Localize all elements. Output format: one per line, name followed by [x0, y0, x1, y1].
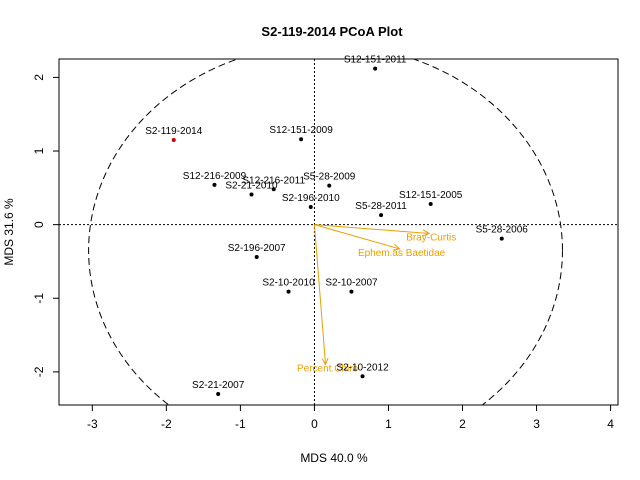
data-point-label: S12-151-2011 — [344, 55, 407, 66]
vector-arrowhead — [422, 229, 431, 237]
x-tick-label: -2 — [161, 417, 172, 431]
data-point — [379, 213, 384, 218]
data-point-label: S2-21-2007 — [192, 380, 245, 391]
data-point — [499, 236, 504, 241]
data-point — [327, 183, 332, 188]
x-tick-label: 1 — [385, 417, 392, 431]
data-point-label: S12-151-2009 — [269, 125, 333, 136]
chart-title: S2-119-2014 PCoA Plot — [261, 24, 403, 39]
data-point — [428, 202, 433, 207]
y-tick-label: -1 — [32, 293, 46, 304]
plot-frame — [58, 58, 619, 406]
data-point-label: S2-10-2007 — [325, 278, 378, 289]
data-point-label: S2-21-2010 — [225, 180, 278, 191]
data-point — [249, 192, 254, 197]
data-point-label: S12-151-2005 — [399, 190, 463, 201]
data-point — [286, 289, 291, 294]
data-point — [171, 137, 176, 142]
data-point — [254, 255, 259, 260]
x-tick-label: -1 — [235, 417, 246, 431]
data-point — [349, 289, 354, 294]
y-tick-label: -2 — [32, 366, 46, 377]
vector-label: Percent.Chiro — [297, 364, 359, 375]
data-points: S12-151-2011 S2-119-2014 S12-151-2009 S12-2… — [145, 55, 528, 396]
x-tick-label: 3 — [533, 417, 540, 431]
data-point-label: S2-10-2012 — [336, 362, 389, 373]
vector-arrows: Bray-Curtis Ephem.as Baetidae Percent.Chir… — [297, 224, 456, 375]
reference-lines — [59, 59, 618, 405]
data-point-label: S2-196-2007 — [228, 243, 286, 254]
y-tick-label: 2 — [32, 74, 46, 81]
data-point — [271, 187, 276, 192]
y-tick-label: 1 — [32, 147, 46, 154]
x-axis-ticks: -3 -2 -1 0 1 2 3 4 — [87, 405, 614, 431]
data-point-label: S5-28-2006 — [476, 225, 529, 236]
data-point-label: S2-119-2014 — [145, 126, 203, 137]
data-point-label: S5-28-2009 — [303, 172, 356, 183]
vector-arrow — [314, 224, 430, 234]
data-point-label: S2-196-2010 — [282, 193, 340, 204]
x-tick-label: 4 — [607, 417, 614, 431]
data-point — [212, 182, 217, 187]
data-point — [360, 374, 365, 379]
vector-arrow — [313, 224, 327, 365]
data-point — [373, 66, 378, 71]
data-point — [308, 204, 313, 209]
data-point — [216, 391, 221, 396]
x-tick-label: -3 — [87, 417, 98, 431]
vector-label: Bray-Curtis — [406, 232, 456, 243]
data-point-label: S12-216-2009 — [183, 171, 247, 182]
data-point-label: S12-216-2011 — [242, 175, 305, 186]
vector-arrow — [314, 224, 400, 250]
vector-arrowhead — [321, 357, 329, 366]
confidence-ellipse — [88, 59, 563, 405]
x-axis-label: MDS 40.0 % — [300, 451, 368, 465]
data-point — [299, 137, 304, 142]
x-tick-label: 0 — [311, 417, 318, 431]
y-tick-label: 0 — [32, 221, 46, 228]
y-axis-ticks: -2 -1 0 1 2 — [32, 74, 59, 377]
vector-label: Ephem.as Baetidae — [358, 248, 446, 259]
x-tick-label: 2 — [459, 417, 466, 431]
y-axis-label: MDS 31.6 % — [2, 198, 16, 266]
ellipse-curve — [88, 59, 563, 405]
data-point-label: S5-28-2011 — [355, 201, 407, 212]
data-point-label: S2-10-2010 — [262, 278, 315, 289]
vector-arrowhead — [392, 243, 401, 251]
